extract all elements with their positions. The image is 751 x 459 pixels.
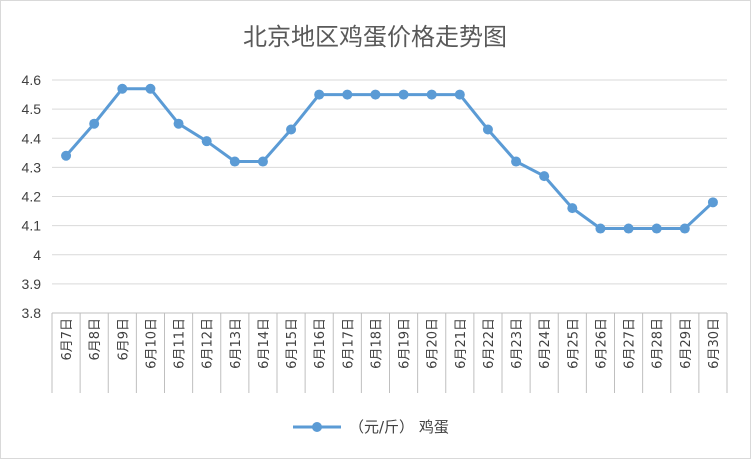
y-tick-label: 4.5 xyxy=(22,101,42,117)
x-tick-label: 6月21日 xyxy=(454,318,469,369)
gridlines xyxy=(51,79,728,393)
data-point xyxy=(117,83,128,94)
x-tick-label: 6月23日 xyxy=(510,318,525,369)
x-tick-label: 6月8日 xyxy=(88,318,103,361)
x-tick-label: 6月25日 xyxy=(566,318,581,369)
x-tick-label: 6月14日 xyxy=(257,318,272,369)
y-tick-label: 4.2 xyxy=(22,189,42,205)
x-tick-label: 6月19日 xyxy=(398,318,413,369)
x-tick-label: 6月28日 xyxy=(651,318,666,369)
data-point xyxy=(398,89,409,100)
x-axis-ticks: 6月7日 6月8日 6月9日 6月10日 6月11日 6月12日 6月13日 6月14日 6月1… xyxy=(60,318,722,369)
data-point xyxy=(89,118,100,129)
chart-title: 北京地区鸡蛋价格走势图 xyxy=(243,23,507,51)
x-tick-label: 6月12日 xyxy=(201,318,216,369)
x-tick-label: 6月29日 xyxy=(679,318,694,369)
x-tick-label: 6月20日 xyxy=(426,318,441,369)
y-tick-label: 4.3 xyxy=(22,159,42,175)
x-tick-label: 6月13日 xyxy=(229,318,244,369)
y-tick-label: 4.1 xyxy=(22,218,42,234)
data-point xyxy=(257,156,268,167)
y-tick-label: 3.9 xyxy=(22,276,42,292)
data-point xyxy=(61,150,72,161)
data-point xyxy=(145,83,156,94)
data-point xyxy=(426,89,437,100)
x-tick-label: 6月22日 xyxy=(482,318,497,369)
data-point xyxy=(342,89,353,100)
x-tick-label: 6月27日 xyxy=(623,318,638,369)
x-tick-label: 6月17日 xyxy=(341,318,356,369)
y-tick-label: 4 xyxy=(33,247,41,263)
data-point xyxy=(595,223,606,234)
series-line-group xyxy=(61,83,718,234)
x-tick-label: 6月15日 xyxy=(285,318,300,369)
data-point xyxy=(511,156,522,167)
data-point xyxy=(370,89,381,100)
data-point xyxy=(651,223,662,234)
data-point xyxy=(539,171,550,182)
data-point xyxy=(173,118,184,129)
data-point xyxy=(623,223,634,234)
x-tick-label: 6月10日 xyxy=(144,318,159,369)
data-point xyxy=(454,89,465,100)
series-line xyxy=(64,87,714,230)
y-tick-label: 4.4 xyxy=(22,130,42,146)
x-tick-label: 6月30日 xyxy=(707,318,722,369)
x-tick-label: 6月24日 xyxy=(538,318,553,369)
x-tick-label: 6月18日 xyxy=(369,318,384,369)
data-point xyxy=(482,124,493,135)
x-tick-label: 6月11日 xyxy=(173,318,188,369)
data-point xyxy=(229,156,240,167)
y-tick-label: 3.8 xyxy=(22,305,42,321)
x-tick-label: 6月9日 xyxy=(116,318,131,361)
data-point xyxy=(707,197,718,208)
data-point xyxy=(679,223,690,234)
x-tick-label: 6月16日 xyxy=(313,318,328,369)
legend-marker-swatch xyxy=(312,422,322,432)
data-point xyxy=(201,136,212,147)
data-point xyxy=(567,203,578,214)
legend-label: （元/斤） 鸡蛋 xyxy=(349,418,449,436)
y-tick-label: 4.6 xyxy=(22,72,42,88)
x-tick-label: 6月26日 xyxy=(594,318,609,369)
data-point xyxy=(286,124,297,135)
y-axis-ticks: 3.8 3.9 4 4.1 4.2 4.3 4.4 4.5 4.6 xyxy=(22,72,42,321)
data-point xyxy=(314,89,325,100)
legend: （元/斤） 鸡蛋 xyxy=(293,418,449,436)
x-tick-label: 6月7日 xyxy=(60,318,75,361)
